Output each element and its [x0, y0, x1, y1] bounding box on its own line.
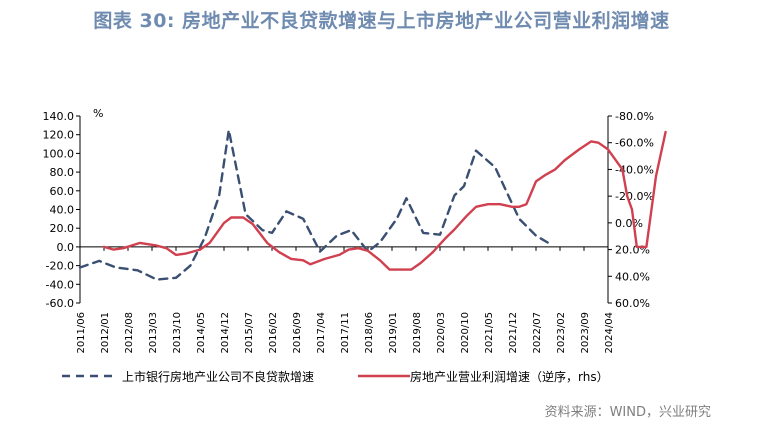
left-tick-label: 80.0: [50, 166, 75, 179]
right-tick-label: 60.0%: [615, 297, 650, 310]
chart-title: 图表 30: 房地产业不良贷款增速与上市房地产业公司营业利润增速: [93, 10, 670, 32]
x-tick-label: 2023/02: [556, 312, 567, 354]
x-tick-label: 2012/01: [100, 312, 111, 354]
left-tick-label: 40.0: [50, 204, 75, 217]
right-tick-label: -40.0%: [615, 163, 654, 176]
series-profit-growth-line: [102, 130, 667, 271]
right-tick-label: 0.0%: [615, 217, 643, 230]
legend: 上市银行房地产业公司不良贷款增速 房地产业营业利润增速（逆序，rhs）: [62, 369, 609, 384]
legend-label: 房地产业营业利润增速（逆序，rhs）: [410, 369, 609, 384]
series-npl-growth-line: [78, 128, 552, 281]
left-tick-label: 20.0: [50, 222, 75, 235]
right-tick-label: -60.0%: [615, 137, 654, 150]
x-tick-label: 2015/07: [244, 312, 255, 354]
x-tick-label: 2021/05: [484, 312, 495, 354]
x-tick-label: 2017/11: [340, 312, 351, 354]
x-tick-label: 2018/06: [364, 312, 375, 354]
right-tick-label: -20.0%: [615, 190, 654, 203]
x-tick-label: 2020/03: [436, 312, 447, 354]
right-tick-label: 40.0%: [615, 270, 650, 283]
x-tick-label: 2011/06: [76, 312, 87, 354]
x-tick-label: 2016/02: [268, 312, 279, 354]
x-tick-label: 2024/04: [604, 312, 615, 354]
x-tick-label: 2017/04: [316, 312, 327, 354]
left-tick-label: -40.0: [46, 278, 74, 291]
x-tick-label: 2020/10: [460, 312, 471, 354]
left-tick-label: 120.0: [43, 129, 75, 142]
left-axis-unit: %: [93, 107, 103, 120]
x-tick-label: 2016/09: [292, 312, 303, 354]
left-tick-label: 140.0: [43, 110, 75, 123]
x-tick-label: 2021/12: [508, 312, 519, 354]
x-tick-label: 2019/01: [388, 312, 399, 354]
x-tick-label: 2013/03: [148, 312, 159, 354]
left-tick-label: -60.0: [46, 297, 74, 310]
x-tick-label: 2012/08: [124, 312, 135, 354]
axes: 140.0 120.0 100.0 80.0 60.0 40.0 20.0 0.0 -20.0 -…: [43, 107, 654, 354]
left-tick-label: 0.0: [57, 241, 75, 254]
series-layer: [78, 128, 667, 281]
source-note: 资料来源：WIND，兴业研究: [544, 405, 711, 420]
x-tick-label: 2023/09: [580, 312, 591, 354]
x-tick-label: 2014/12: [220, 312, 231, 354]
legend-label: 上市银行房地产业公司不良贷款增速: [122, 369, 314, 384]
right-tick-label: 20.0%: [615, 244, 650, 257]
x-tick-label: 2014/05: [196, 312, 207, 354]
left-tick-label: 100.0: [43, 147, 75, 160]
x-tick-label: 2013/10: [172, 312, 183, 354]
left-tick-label: 60.0: [50, 185, 75, 198]
x-tick-label: 2022/07: [532, 312, 543, 354]
x-tick-label: 2019/08: [412, 312, 423, 354]
right-tick-label: -80.0%: [615, 110, 654, 123]
left-tick-label: -20.0: [46, 260, 74, 273]
